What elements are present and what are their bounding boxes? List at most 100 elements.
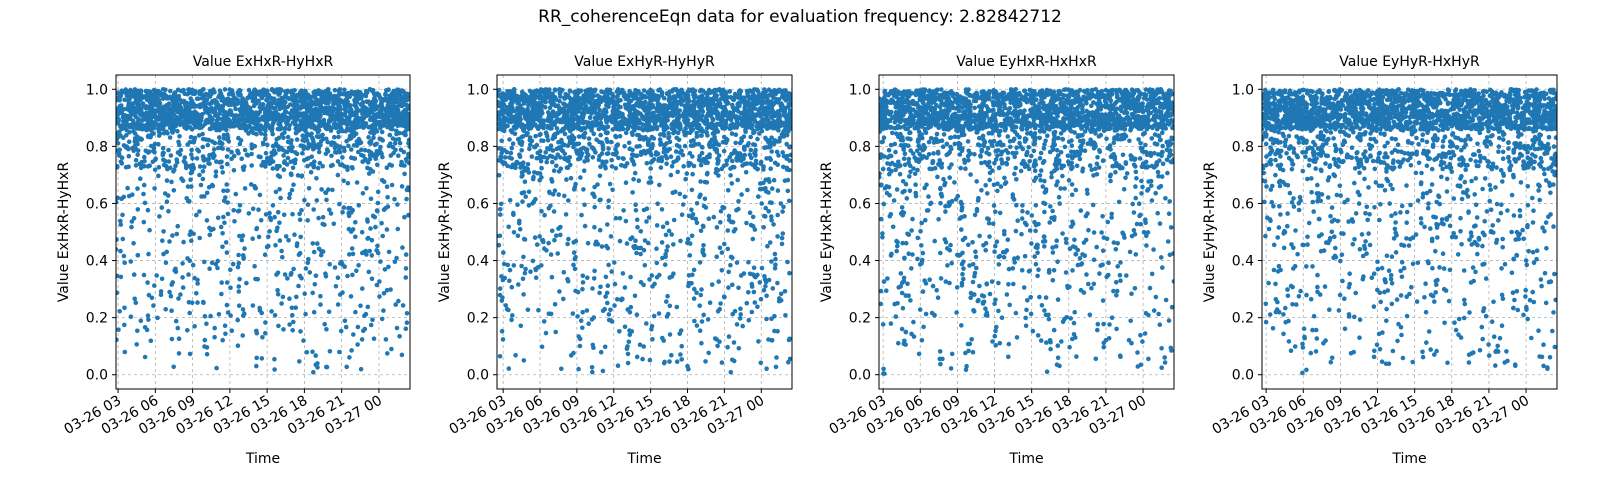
data-point [304,131,310,136]
data-point [396,92,401,98]
data-point [207,161,212,166]
data-point [215,215,221,221]
data-point [338,328,344,334]
data-point [360,286,365,291]
data-point [316,246,322,252]
data-point [219,164,225,170]
data-point [160,145,166,151]
data-point [244,280,249,286]
data-point [237,203,243,208]
data-point [404,320,410,326]
data-point [282,272,288,277]
data-point [175,223,180,229]
data-point [116,136,120,142]
data-point [267,210,272,216]
data-point [313,97,319,103]
data-point [141,182,147,188]
data-point [281,212,287,218]
data-point [381,291,387,296]
data-point [310,241,316,246]
data-point [180,178,186,184]
data-point [281,167,287,172]
data-point [377,122,382,127]
data-point [356,149,361,155]
data-point [222,220,227,226]
data-point [317,160,323,166]
data-point [342,318,348,324]
data-point [285,276,290,281]
data-point [189,238,194,243]
data-point [392,259,398,265]
data-point [164,199,170,204]
data-point [404,196,409,202]
data-point [388,153,394,158]
data-point [354,268,359,274]
data-point [303,311,308,317]
data-point [270,166,276,171]
data-point [204,117,210,123]
data-point [288,111,293,116]
data-point [289,270,294,276]
data-point [345,273,350,279]
data-point [145,164,151,169]
data-point [287,195,292,201]
data-point [312,159,317,164]
data-point [386,249,392,255]
data-point [153,156,158,161]
data-point [402,214,407,220]
data-point [267,229,272,234]
data-point [356,203,362,208]
data-point [204,321,209,327]
data-point [297,359,302,364]
data-point [165,193,171,198]
data-point [342,87,347,93]
data-point [131,216,137,221]
data-point [143,95,148,100]
data-point [135,152,140,157]
data-point [348,294,354,299]
data-point [290,312,295,318]
data-point [280,294,286,300]
data-point [169,179,174,185]
data-point [347,252,352,257]
data-point [224,182,229,187]
data-point [264,244,270,250]
data-point [218,224,224,230]
data-point [246,211,252,216]
data-point [389,346,394,352]
data-point [291,266,296,272]
data-point [307,114,312,119]
data-point [306,186,312,191]
data-point [202,314,208,319]
data-point [340,155,345,160]
data-point [231,208,236,213]
data-point [397,334,402,339]
data-point [263,128,268,134]
data-point [135,186,140,191]
data-point [308,169,314,175]
data-point [176,351,182,356]
data-point [278,195,283,201]
data-point [166,147,171,153]
data-point [392,196,397,202]
data-point [353,234,358,240]
data-point [257,192,263,198]
data-point [250,236,255,241]
data-point [276,323,281,329]
data-point [216,312,222,317]
data-point [233,106,238,112]
data-point [275,270,281,276]
data-point [138,176,143,181]
data-point [195,281,200,286]
data-point [145,134,151,140]
data-point [332,87,338,93]
data-point [116,165,120,170]
data-point [145,124,150,130]
data-point [323,190,328,195]
data-point [197,164,203,169]
data-point [164,178,170,183]
data-point [168,153,174,158]
data-point [175,128,180,134]
data-point [135,207,141,212]
data-point [242,246,247,251]
